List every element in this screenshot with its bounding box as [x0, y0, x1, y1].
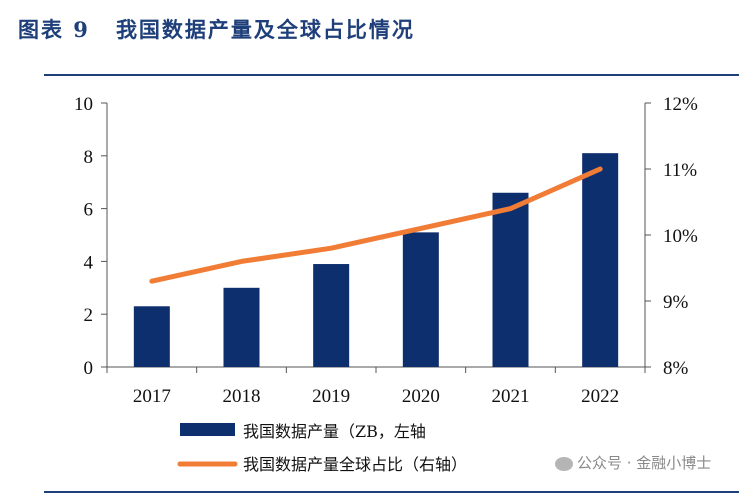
left-tick-label: 10: [74, 94, 93, 115]
x-tick-label: 2020: [402, 386, 440, 407]
right-tick-label: 9%: [663, 292, 689, 313]
legend-bar-swatch: [180, 423, 235, 436]
bar-series: [133, 153, 619, 367]
x-tick-label: 2021: [492, 386, 530, 407]
bar-2018: [223, 287, 260, 367]
watermark: 公众号 · 金融小博士: [555, 452, 711, 473]
left-tick-label: 2: [84, 305, 94, 326]
right-tick-label: 12%: [663, 94, 698, 115]
bar-2020: [402, 232, 439, 367]
chart-title: 图表 9 我国数据产量及全球占比情况: [18, 14, 415, 44]
right-tick-label: 8%: [663, 358, 689, 379]
x-tick-label: 2022: [581, 386, 619, 407]
watermark-text: 公众号 · 金融小博士: [577, 454, 712, 472]
x-tick-label: 2018: [223, 386, 261, 407]
left-tick-label: 6: [84, 200, 94, 221]
wechat-icon: [555, 456, 573, 471]
bar-2021: [492, 192, 529, 367]
bar-2019: [313, 264, 350, 367]
left-tick-label: 8: [84, 147, 94, 168]
x-tick-label: 2019: [312, 386, 350, 407]
left-tick-label: 0: [84, 358, 94, 379]
share-line: [149, 166, 603, 284]
line-series: [149, 166, 603, 284]
bar-2022: [582, 153, 619, 367]
right-tick-label: 10%: [663, 226, 698, 247]
axes: 0 2 4 6 8 10 8% 9% 10% 11% 12% 2017 2018 2019 2020 2021…: [74, 94, 698, 407]
figure-title-text: 我国数据产量及全球占比情况: [115, 17, 415, 42]
legend-line-label: 我国数据产量全球占比（右轴）: [243, 455, 467, 474]
figure-number: 图表 9: [18, 17, 90, 42]
top-rule: [44, 74, 739, 76]
x-tick-label: 2017: [133, 386, 171, 407]
bar-2017: [133, 306, 170, 367]
right-tick-label: 11%: [663, 160, 697, 181]
bottom-rule: [44, 491, 739, 493]
legend-bar-label: 我国数据产量（ZB，左轴: [243, 422, 426, 441]
left-tick-label: 4: [84, 252, 94, 273]
